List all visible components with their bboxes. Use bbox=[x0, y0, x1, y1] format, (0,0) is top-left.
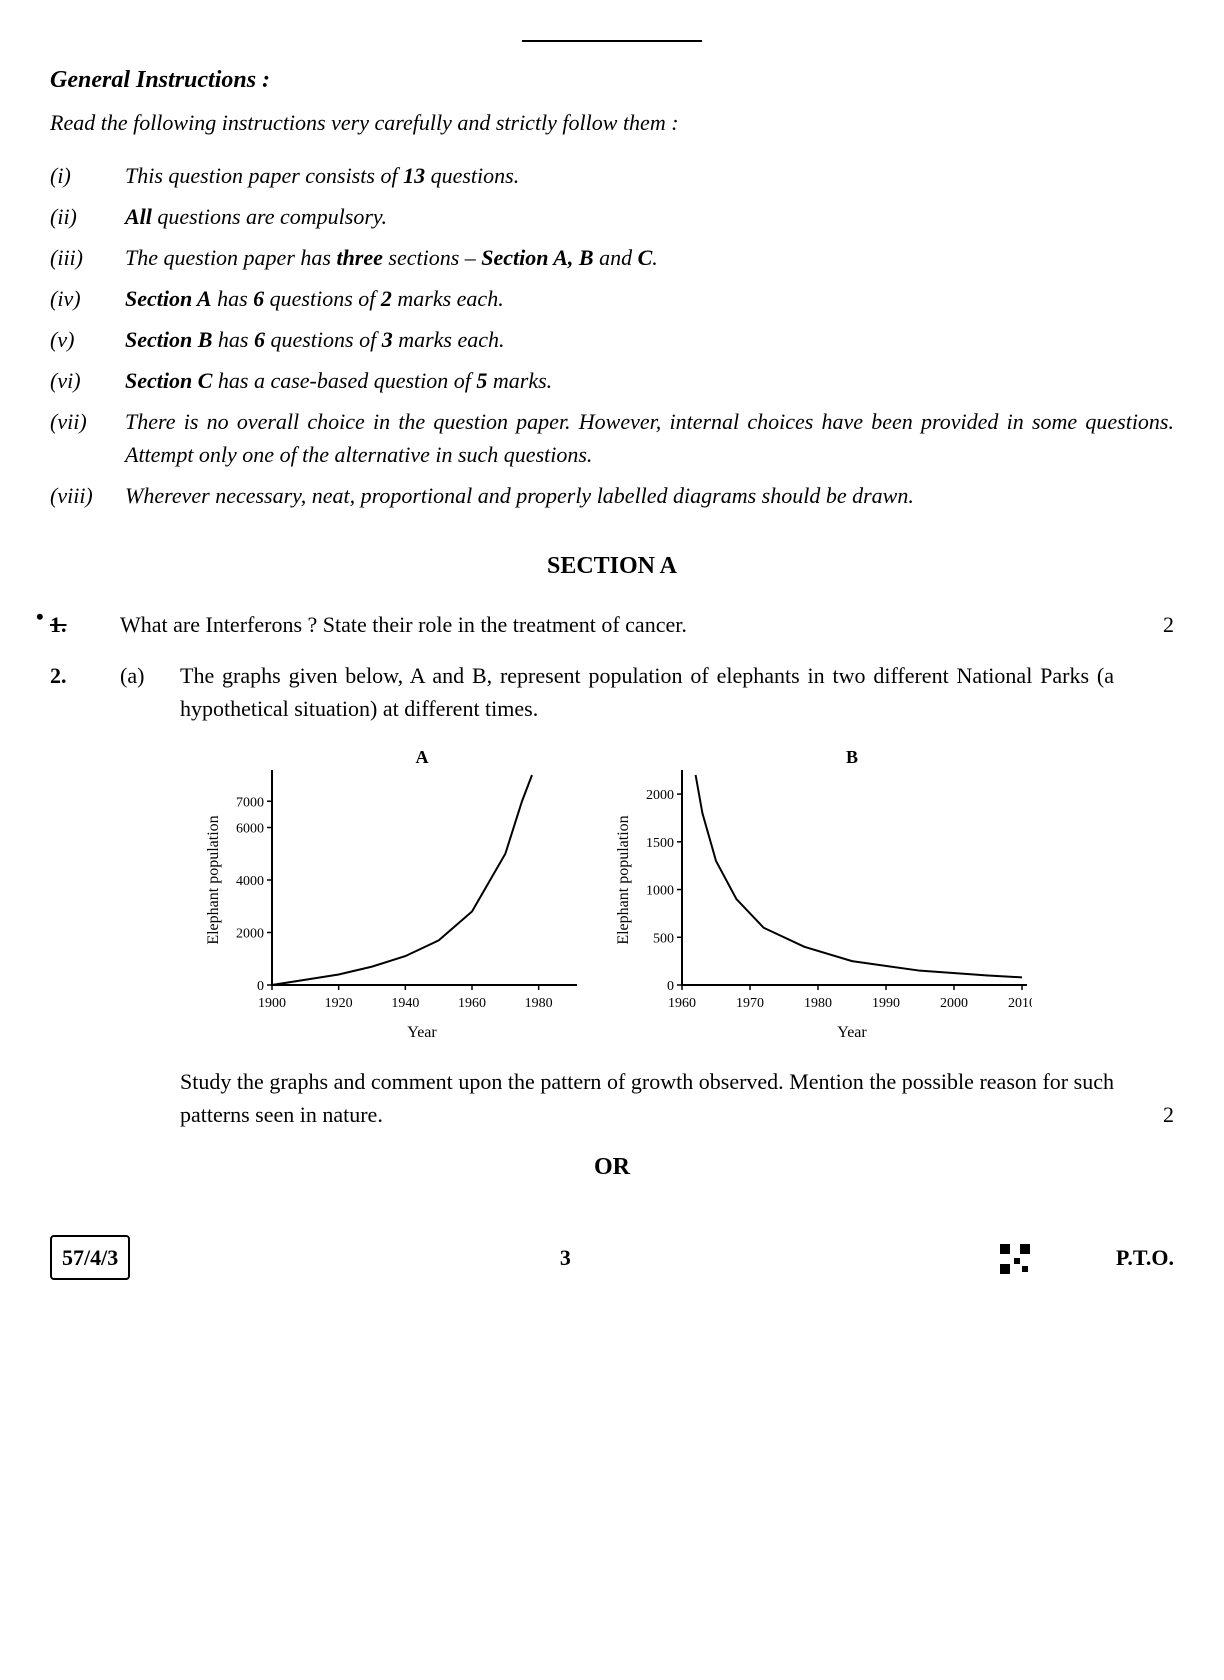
instruction-text: All questions are compulsory. bbox=[125, 200, 1174, 233]
page-footer: 57/4/3 3 P.T.O. bbox=[50, 1235, 1174, 1280]
svg-text:B: B bbox=[846, 747, 858, 767]
svg-text:0: 0 bbox=[667, 979, 674, 994]
svg-text:1500: 1500 bbox=[646, 836, 674, 851]
instruction-text: Section C has a case-based question of 5… bbox=[125, 364, 1174, 397]
svg-text:1970: 1970 bbox=[736, 996, 764, 1011]
svg-text:2010: 2010 bbox=[1008, 996, 1032, 1011]
or-text: OR bbox=[50, 1149, 1174, 1185]
instruction-number: (iv) bbox=[50, 282, 125, 315]
qr-icon bbox=[1000, 1244, 1030, 1274]
general-instructions-heading: General Instructions : bbox=[50, 62, 1174, 98]
instruction-item: (i)This question paper consists of 13 qu… bbox=[50, 159, 1174, 192]
instruction-text: Section B has 6 questions of 3 marks eac… bbox=[125, 323, 1174, 356]
svg-text:500: 500 bbox=[653, 931, 674, 946]
q2-marks: 2 bbox=[1114, 1098, 1174, 1131]
svg-text:Year: Year bbox=[837, 1024, 867, 1041]
instruction-number: (i) bbox=[50, 159, 125, 192]
svg-text:1960: 1960 bbox=[668, 996, 696, 1011]
section-a-heading: SECTION A bbox=[50, 548, 1174, 584]
instruction-item: (vi)Section C has a case-based question … bbox=[50, 364, 1174, 397]
svg-text:1000: 1000 bbox=[646, 884, 674, 899]
svg-text:1940: 1940 bbox=[391, 996, 419, 1011]
instruction-number: (iii) bbox=[50, 241, 125, 274]
svg-text:0: 0 bbox=[257, 979, 264, 994]
instruction-text: The question paper has three sections – … bbox=[125, 241, 1174, 274]
svg-text:2000: 2000 bbox=[646, 788, 674, 803]
question-1: 1. What are Interferons ? State their ro… bbox=[50, 608, 1174, 641]
chart-a-svg: A 0 2000 4000 6000 7000 1900 1920 1940 1960 1980 Ye… bbox=[202, 745, 582, 1045]
svg-text:1990: 1990 bbox=[872, 996, 900, 1011]
q2-number: 2. bbox=[50, 659, 120, 1131]
instruction-number: (vii) bbox=[50, 405, 125, 471]
instruction-item: (iv)Section A has 6 questions of 2 marks… bbox=[50, 282, 1174, 315]
svg-text:1960: 1960 bbox=[458, 996, 486, 1011]
q1-marks: 2 bbox=[1114, 608, 1174, 641]
instruction-item: (iii)The question paper has three sectio… bbox=[50, 241, 1174, 274]
svg-text:7000: 7000 bbox=[236, 795, 264, 810]
q2-sub-num: (a) bbox=[120, 659, 180, 725]
instruction-text: Wherever necessary, neat, proportional a… bbox=[125, 479, 1174, 512]
instruction-text: This question paper consists of 13 quest… bbox=[125, 159, 1174, 192]
instruction-item: (vii)There is no overall choice in the q… bbox=[50, 405, 1174, 471]
instruction-number: (ii) bbox=[50, 200, 125, 233]
question-2: 2. (a) The graphs given below, A and B, … bbox=[50, 659, 1174, 1131]
instruction-item: (v)Section B has 6 questions of 3 marks … bbox=[50, 323, 1174, 356]
instruction-list: (i)This question paper consists of 13 qu… bbox=[50, 159, 1174, 512]
instruction-number: (v) bbox=[50, 323, 125, 356]
svg-text:1980: 1980 bbox=[804, 996, 832, 1011]
q2-conclusion-text: Study the graphs and comment upon the pa… bbox=[180, 1065, 1114, 1131]
instruction-number: (viii) bbox=[50, 479, 125, 512]
instruction-item: (viii)Wherever necessary, neat, proporti… bbox=[50, 479, 1174, 512]
instruction-item: (ii)All questions are compulsory. bbox=[50, 200, 1174, 233]
chart-a: A 0 2000 4000 6000 7000 1900 1920 1940 1960 1980 Ye… bbox=[202, 745, 582, 1045]
q2-intro-text: The graphs given below, A and B, represe… bbox=[180, 659, 1114, 725]
svg-text:2000: 2000 bbox=[236, 927, 264, 942]
pto-text: P.T.O. bbox=[1116, 1245, 1174, 1270]
instruction-number: (vi) bbox=[50, 364, 125, 397]
svg-text:6000: 6000 bbox=[236, 822, 264, 837]
svg-text:4000: 4000 bbox=[236, 874, 264, 889]
instruction-text: There is no overall choice in the questi… bbox=[125, 405, 1174, 471]
svg-text:Year: Year bbox=[407, 1024, 437, 1041]
svg-text:Elephant population: Elephant population bbox=[615, 815, 632, 944]
svg-text:A: A bbox=[416, 747, 429, 767]
q1-text: What are Interferons ? State their role … bbox=[120, 608, 1114, 641]
charts-row: A 0 2000 4000 6000 7000 1900 1920 1940 1960 1980 Ye… bbox=[120, 745, 1114, 1045]
svg-text:1920: 1920 bbox=[325, 996, 353, 1011]
page-number: 3 bbox=[130, 1241, 1000, 1274]
header-rule bbox=[522, 40, 702, 42]
svg-text:1900: 1900 bbox=[258, 996, 286, 1011]
instruction-text: Section A has 6 questions of 2 marks eac… bbox=[125, 282, 1174, 315]
svg-text:2000: 2000 bbox=[940, 996, 968, 1011]
q1-number: 1. bbox=[50, 608, 120, 641]
svg-text:1980: 1980 bbox=[525, 996, 553, 1011]
svg-text:Elephant population: Elephant population bbox=[205, 815, 222, 944]
chart-b: B 0 500 1000 1500 2000 1960 1970 1980 1990 2000 201… bbox=[612, 745, 1032, 1045]
intro-line: Read the following instructions very car… bbox=[50, 106, 1174, 139]
chart-b-svg: B 0 500 1000 1500 2000 1960 1970 1980 1990 2000 201… bbox=[612, 745, 1032, 1045]
paper-code: 57/4/3 bbox=[50, 1235, 130, 1280]
